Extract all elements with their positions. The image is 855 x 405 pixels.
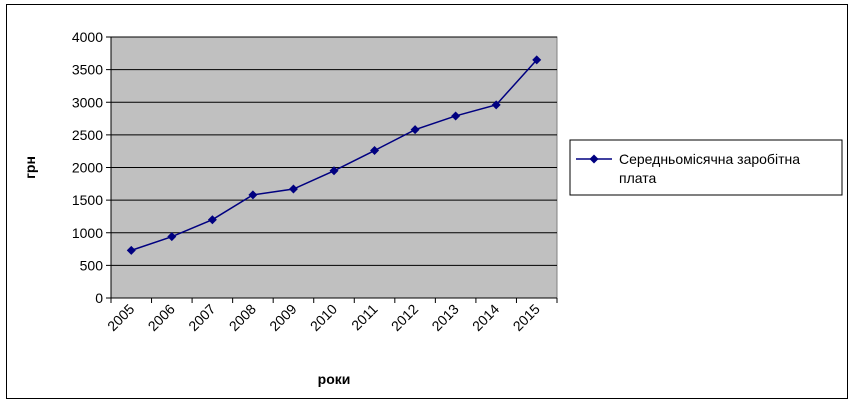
grid-lines xyxy=(111,36,557,266)
x-tick-label: 2013 xyxy=(428,301,461,334)
legend-label-line-1: Середньомісячна заробітна xyxy=(619,151,800,167)
data-point-marker xyxy=(451,111,461,121)
legend-box xyxy=(569,139,843,196)
x-tick-label: 2009 xyxy=(266,301,299,334)
legend: Середньомісячна заробітна плата xyxy=(569,139,843,196)
data-point-marker xyxy=(370,146,380,156)
data-point-marker xyxy=(491,100,501,110)
legend-label-line-2: плата xyxy=(619,170,656,186)
y-axis-ticks: 0 500 1000 1500 2000 2500 3000 3500 4000 xyxy=(72,29,111,306)
y-axis-title: грн xyxy=(22,156,38,179)
y-tick-label: 3500 xyxy=(72,62,103,78)
y-tick-label: 3000 xyxy=(72,94,103,110)
y-tick-label: 4000 xyxy=(72,29,103,45)
data-point-marker xyxy=(288,184,298,194)
y-tick-label: 1500 xyxy=(72,192,103,208)
y-tick-label: 2000 xyxy=(72,160,103,176)
legend-diamond-marker xyxy=(589,154,599,164)
x-tick-label: 2012 xyxy=(388,301,421,334)
series-layer xyxy=(126,55,542,255)
y-tick-label: 0 xyxy=(95,290,103,306)
x-tick-label: 2010 xyxy=(307,301,340,334)
y-tick-label: 2500 xyxy=(72,127,103,143)
x-tick-label: 2014 xyxy=(469,301,502,334)
x-tick-label: 2011 xyxy=(348,301,381,334)
data-point-marker xyxy=(248,190,258,200)
data-point-marker xyxy=(329,166,339,176)
x-axis-title: роки xyxy=(318,371,351,387)
x-axis-ticks: 2005 2006 2007 2008 2009 2010 2011 2012 2013 2014… xyxy=(104,298,558,334)
data-point-marker xyxy=(207,215,217,225)
y-tick-label: 500 xyxy=(80,257,104,273)
data-point-marker xyxy=(167,232,177,242)
data-point-marker xyxy=(410,125,420,135)
data-point-marker xyxy=(532,55,542,65)
x-tick-label: 2007 xyxy=(185,301,218,334)
x-tick-label: 2005 xyxy=(104,301,137,334)
x-tick-label: 2008 xyxy=(226,301,259,334)
y-tick-label: 1000 xyxy=(72,225,103,241)
chart-frame: 0 500 1000 1500 2000 2500 3000 3500 4000 2005 200… xyxy=(6,4,848,399)
x-tick-label: 2006 xyxy=(145,301,178,334)
x-tick-label: 2015 xyxy=(510,301,543,334)
